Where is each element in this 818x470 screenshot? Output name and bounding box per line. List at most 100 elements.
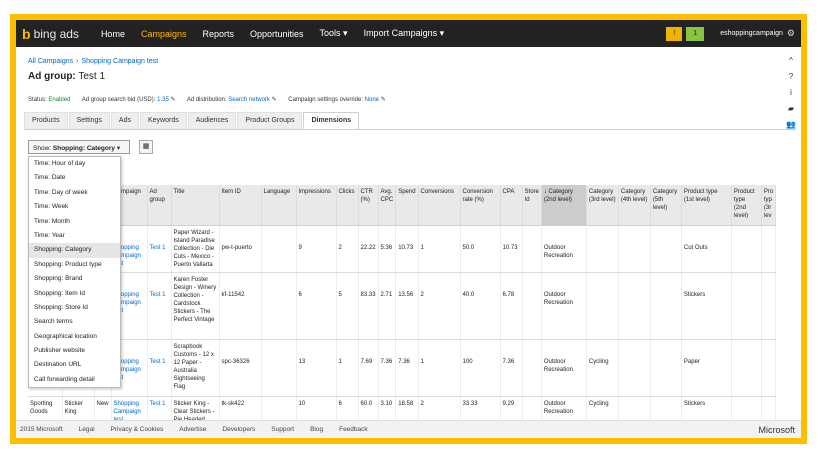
notification-icon[interactable]: 1 [686, 26, 705, 41]
nav-import-campaigns[interactable]: Import Campaigns ▾ [363, 28, 445, 38]
table-cell [261, 225, 297, 273]
account-name[interactable]: eshoppingcampaign [720, 30, 783, 37]
table-cell [522, 225, 542, 273]
adgroup-name: Test 1 [78, 71, 106, 82]
column-header[interactable]: Conversions [418, 185, 461, 226]
tab-products[interactable]: Products [24, 112, 68, 129]
dropdown-option[interactable]: Destination URL [34, 361, 82, 369]
footer-link[interactable]: Feedback [339, 426, 368, 433]
dropdown-option[interactable]: Shopping: Category [29, 243, 120, 258]
gear-icon[interactable]: ⚙ [786, 28, 795, 38]
chat-icon[interactable]: ▰ [787, 104, 795, 113]
footer-link[interactable]: Developers [222, 426, 256, 433]
show-dropdown[interactable]: Show: Shopping: Category ▾ [28, 140, 130, 154]
table-cell[interactable]: Test 1 [147, 339, 172, 397]
table-cell: Scrapbook Customs - 12 x 12 Paper - Aust… [171, 339, 220, 397]
column-header[interactable]: Impressions [296, 185, 337, 226]
users-icon[interactable]: 👥 [786, 120, 796, 129]
footer-link[interactable]: Legal [78, 426, 95, 433]
table-cell[interactable]: Test 1 [147, 225, 172, 273]
column-header[interactable]: Item ID [219, 185, 262, 226]
footer-link[interactable]: Privacy & Cookies [110, 426, 164, 433]
nav-tools[interactable]: Tools ▾ [319, 28, 348, 38]
footer-link[interactable]: Support [271, 426, 295, 433]
override-value[interactable]: None [364, 97, 380, 103]
breadcrumb-campaign[interactable]: Shopping Campaign test [81, 58, 159, 65]
column-header[interactable]: Category (4th level) [618, 185, 651, 226]
column-header[interactable]: CTR (%) [358, 185, 379, 226]
column-header[interactable]: Conversion rate (%) [460, 185, 501, 226]
dropdown-option[interactable]: Shopping: Product type [34, 260, 102, 268]
breadcrumb-all-campaigns[interactable]: All Campaigns [28, 58, 74, 65]
column-header[interactable]: ↓ Category (2nd level) [541, 185, 587, 226]
edit-bid-icon[interactable]: ✎ [170, 97, 176, 103]
tab-ads[interactable]: Ads [110, 112, 139, 129]
adgroup-settings-line: Status: Enabled Ad group search bid (USD… [28, 96, 396, 103]
tab-keywords[interactable]: Keywords [139, 112, 187, 129]
nav-reports[interactable]: Reports [202, 28, 234, 39]
table-cell: 6 [296, 272, 337, 340]
edit-distribution-icon[interactable]: ✎ [271, 97, 277, 103]
table-cell [731, 339, 762, 397]
column-header[interactable]: Product type (2nd level) [731, 185, 762, 226]
table-cell [261, 339, 297, 397]
tab-dimensions[interactable]: Dimensions [303, 112, 360, 129]
dropdown-option[interactable]: Publisher website [34, 347, 85, 355]
dropdown-option[interactable]: Search terms [34, 318, 73, 326]
edit-override-icon[interactable]: ✎ [380, 97, 386, 103]
dropdown-option[interactable]: Time: Date [34, 174, 66, 182]
column-header[interactable]: Language [261, 185, 297, 226]
help-icon[interactable]: ? [788, 72, 794, 81]
table-cell [618, 272, 651, 340]
table-cell [731, 272, 762, 340]
column-header[interactable]: Avg. CPC [378, 185, 397, 226]
distribution-value[interactable]: Search network [228, 97, 270, 103]
bid-value[interactable]: 1.35 [157, 97, 169, 103]
column-header[interactable]: Store Id [522, 185, 542, 226]
column-header[interactable]: Pro typ (3r lev [761, 185, 777, 226]
tab-audiences[interactable]: Audiences [187, 112, 237, 129]
chart-icon[interactable]: ▦ [139, 140, 153, 154]
footer-link[interactable]: Advertise [179, 426, 207, 433]
dropdown-option[interactable]: Time: Day of week [34, 188, 88, 196]
dropdown-option[interactable]: Shopping: Brand [34, 275, 83, 283]
column-header[interactable]: Category (3rd level) [586, 185, 619, 226]
column-header[interactable]: Category (5th level) [650, 185, 682, 226]
bing-ads-logo[interactable]: b bing ads [22, 26, 79, 42]
footer-link[interactable]: Blog [310, 426, 324, 433]
table-cell: 7.36 [500, 339, 523, 397]
column-header[interactable]: Ad group [147, 185, 172, 226]
nav-home[interactable]: Home [100, 28, 125, 39]
chevron-down-icon: ▾ [116, 145, 121, 152]
table-cell: 2 [418, 272, 461, 340]
dropdown-option[interactable]: Shopping: Item Id [34, 289, 85, 297]
nav-opportunities[interactable]: Opportunities [250, 28, 304, 39]
column-header[interactable]: Spend [395, 185, 419, 226]
app-frame: b bing ads Home Campaigns Reports Opport… [10, 14, 807, 444]
dropdown-option[interactable]: Time: Hour of day [34, 160, 86, 167]
info-icon[interactable]: i [790, 88, 792, 97]
tab-settings[interactable]: Settings [68, 112, 110, 129]
breadcrumb-separator: › [76, 58, 79, 65]
dropdown-option[interactable]: Time: Year [34, 231, 65, 239]
column-header[interactable]: CPA [500, 185, 523, 226]
tab-product-groups[interactable]: Product Groups [237, 112, 303, 129]
dropdown-option[interactable]: Shopping: Store Id [34, 303, 88, 311]
dropdown-option[interactable]: Geographical location [34, 332, 97, 340]
table-cell [761, 225, 777, 273]
table-cell: Paper Wizard - Island Paradise Collectio… [171, 225, 220, 273]
bing-logo-icon: b [22, 25, 31, 42]
table-cell[interactable]: Test 1 [147, 272, 172, 340]
column-header[interactable]: Title [171, 185, 220, 226]
column-header[interactable]: Product type (1st level) [681, 185, 732, 226]
dropdown-option[interactable]: Call forwarding detail [34, 375, 95, 383]
dropdown-option[interactable]: Time: Month [34, 217, 70, 225]
collapse-icon[interactable]: ^ [789, 56, 793, 65]
dropdown-option[interactable]: Time: Week [34, 203, 69, 211]
alert-icon[interactable]: ! [666, 26, 683, 41]
nav-campaigns[interactable]: Campaigns [140, 28, 187, 39]
status-value[interactable]: Enabled [48, 97, 71, 103]
nav-right: ! 1 eshoppingcampaign ⚙ [666, 20, 795, 47]
column-header[interactable]: Clicks [336, 185, 359, 226]
